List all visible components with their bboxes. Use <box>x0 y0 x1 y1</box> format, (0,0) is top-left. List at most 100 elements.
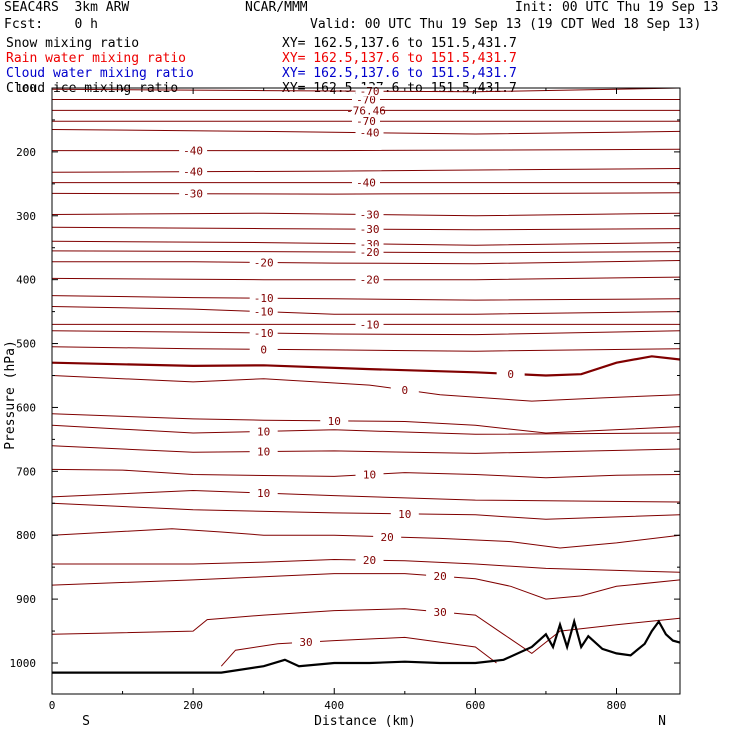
contour-label-bg <box>355 126 384 138</box>
terrain-layer <box>52 617 681 674</box>
contour-label: -40 <box>183 145 203 158</box>
contour-line <box>51 424 681 435</box>
contour-label: -76.46 <box>346 104 386 117</box>
contour-line <box>52 148 681 152</box>
contour-label: -20 <box>360 274 380 287</box>
contour-label-bg <box>179 144 208 156</box>
contour-label-bg <box>496 367 525 379</box>
y-tick-label: 600 <box>16 401 36 414</box>
x-axis-label: Distance (km) <box>314 714 416 729</box>
contour-label-bg <box>352 93 380 105</box>
contour-line <box>51 355 681 377</box>
contour-label-bg <box>249 305 278 317</box>
y-tick-label: 300 <box>16 210 36 223</box>
contour-label-bg <box>355 273 384 285</box>
contour-label: -10 <box>254 327 274 340</box>
x-tick-label: 0 <box>49 699 56 712</box>
contour-label-bg <box>292 636 321 648</box>
contour-label: 0 <box>260 343 267 356</box>
plot-frame <box>51 87 681 695</box>
contour-label: -70 <box>356 115 376 128</box>
header-model-name: SEAC4RS 3km ARW <box>4 0 130 15</box>
contour-label: 0 <box>401 384 408 397</box>
plot-border <box>51 87 681 695</box>
legend-label: Rain water mixing ratio <box>6 51 187 66</box>
contour-label-bg <box>355 468 384 480</box>
contour-label-bg <box>249 487 278 499</box>
contour-label: 20 <box>381 531 394 544</box>
contour-label-bg <box>390 507 419 519</box>
contour-label-bg <box>355 85 384 97</box>
contour-label-bg <box>249 343 278 355</box>
contour-label-bg <box>352 104 380 116</box>
contour-label-bg <box>355 318 384 330</box>
contour-label-bg <box>355 246 384 258</box>
legend-label: Snow mixing ratio <box>6 36 140 51</box>
contours-layer: -76.46-70-70-70-40-40-40-40-30-30-30-30-… <box>51 85 681 667</box>
header-init-time: Init: 00 UTC Thu 19 Sep 13 <box>515 0 719 15</box>
contour-label-bg <box>249 445 278 457</box>
contour-line <box>51 573 681 600</box>
y-tick-label: 1000 <box>10 657 37 670</box>
contour-line <box>51 502 681 520</box>
contour-label-bg <box>179 165 208 177</box>
contour-label: 10 <box>363 469 376 482</box>
contour-label-bg <box>355 237 384 249</box>
contour-label-bg <box>249 327 278 339</box>
contour-line <box>51 295 681 301</box>
contour-label: -10 <box>254 292 274 305</box>
contour-line <box>51 608 681 655</box>
contour-line <box>51 489 681 503</box>
contour-label: 10 <box>328 415 341 428</box>
y-tick-label: 700 <box>16 465 36 478</box>
contour-label-bg <box>352 176 380 188</box>
contour-label: 30 <box>433 606 446 619</box>
contour-line <box>51 528 681 549</box>
x-tick-label: 600 <box>465 699 485 712</box>
contour-label: 10 <box>257 487 270 500</box>
contour-line <box>51 306 681 315</box>
contour-label: -20 <box>360 246 380 259</box>
contour-label: -20 <box>254 256 274 269</box>
contour-label: -30 <box>183 188 203 201</box>
contour-label-bg <box>426 605 455 617</box>
x-tick-label: 400 <box>324 699 344 712</box>
contour-label-bg <box>390 383 419 395</box>
contour-line <box>51 346 681 352</box>
contour-label: -10 <box>254 306 274 319</box>
contour-label: -70 <box>360 85 380 98</box>
header-organization: NCAR/MMM <box>245 0 308 15</box>
contour-line <box>51 168 681 173</box>
y-tick-label: 900 <box>16 593 36 606</box>
legend-label: Cloud water mixing ratio <box>6 66 194 81</box>
contour-label: -30 <box>360 209 380 222</box>
contour-line <box>51 192 681 195</box>
contour-label: 10 <box>398 508 411 521</box>
contour-label-bg <box>249 292 278 304</box>
contour-line <box>220 636 497 667</box>
contour-label: -70 <box>356 94 376 107</box>
legend-xy-range: XY= 162.5,137.6 to 151.5,431.7 <box>282 36 517 51</box>
legend-xy-range: XY= 162.5,137.6 to 151.5,431.7 <box>282 51 517 66</box>
legend-xy-range: XY= 162.5,137.6 to 151.5,431.7 <box>282 66 517 81</box>
contour-label: 10 <box>257 425 270 438</box>
contour-label-bg <box>179 187 208 199</box>
contour-label-bg <box>320 414 349 426</box>
contour-line <box>52 260 681 265</box>
contour-label: 30 <box>299 636 312 649</box>
contour-label-bg <box>355 223 384 235</box>
y-tick-label: 200 <box>16 146 36 159</box>
contour-line <box>52 558 681 573</box>
x-tick-label: 200 <box>183 699 203 712</box>
contour-line <box>51 413 681 434</box>
header-forecast-hour: Fcst: 0 h <box>4 17 98 32</box>
contour-line <box>51 445 681 454</box>
contour-label-bg <box>426 570 455 582</box>
y-tick-label: 100 <box>16 82 36 95</box>
south-end-label: S <box>82 714 90 729</box>
x-tick-label: 800 <box>607 699 627 712</box>
contour-label: -40 <box>360 127 380 140</box>
terrain-profile <box>52 617 681 674</box>
